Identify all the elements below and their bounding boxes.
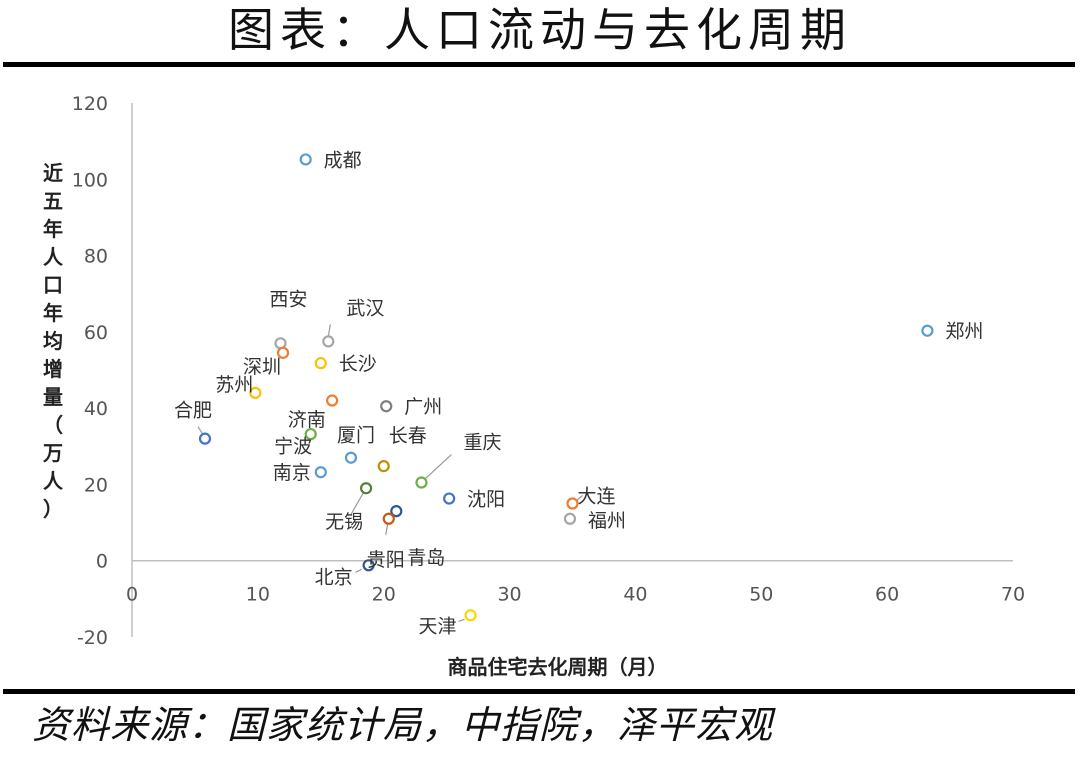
data-points bbox=[198, 153, 934, 622]
point-label: 大连 bbox=[578, 486, 616, 508]
y-tick-label: 60 bbox=[84, 322, 108, 344]
point-label: 长春 bbox=[389, 425, 427, 447]
data-point bbox=[382, 512, 395, 525]
data-point bbox=[359, 482, 373, 495]
x-tick-label: 60 bbox=[875, 584, 899, 606]
data-point bbox=[326, 394, 339, 407]
point-label: 宁波 bbox=[274, 436, 312, 458]
y-tick-label: 40 bbox=[84, 398, 108, 420]
point-label: 济南 bbox=[288, 409, 326, 431]
x-tick-label: 20 bbox=[372, 584, 396, 606]
point-label: 贵阳 bbox=[367, 549, 405, 571]
data-point bbox=[362, 559, 375, 572]
data-point bbox=[921, 324, 934, 337]
data-point bbox=[304, 427, 317, 441]
y-tick-label: 80 bbox=[84, 246, 108, 268]
y-tick-label: 0 bbox=[96, 551, 108, 573]
leader-line bbox=[355, 568, 362, 573]
data-point bbox=[249, 386, 262, 399]
data-point bbox=[344, 451, 358, 464]
leader-line bbox=[385, 523, 389, 535]
tick-labels: -20 0 20 40 60 80 100 120 0 10 20 30 40 50 60 70 bbox=[72, 93, 1025, 649]
x-tick-label: 0 bbox=[126, 584, 138, 606]
leader-line bbox=[458, 618, 465, 622]
point-label: 福州 bbox=[588, 510, 626, 532]
x-tick-label: 10 bbox=[246, 584, 270, 606]
leader-line bbox=[327, 324, 331, 337]
x-tick-label: 50 bbox=[749, 584, 773, 606]
point-label: 武汉 bbox=[346, 297, 384, 319]
leader-line bbox=[425, 454, 452, 479]
data-point bbox=[566, 497, 579, 510]
point-label: 沈阳 bbox=[467, 489, 505, 511]
data-point bbox=[314, 466, 327, 479]
data-point bbox=[415, 476, 428, 489]
point-label: 郑州 bbox=[945, 321, 983, 343]
point-label: 无锡 bbox=[325, 511, 363, 533]
bottom-rule bbox=[3, 689, 1075, 694]
point-label: 重庆 bbox=[463, 432, 501, 454]
y-axis-label: 近五年人口年均增量（万人） bbox=[42, 161, 64, 521]
data-point bbox=[443, 492, 456, 505]
data-point bbox=[314, 357, 327, 370]
x-tick-label: 40 bbox=[623, 584, 647, 606]
data-point bbox=[276, 346, 290, 359]
y-tick-label: 100 bbox=[72, 169, 108, 191]
point-label: 厦门 bbox=[337, 425, 375, 447]
axes bbox=[131, 103, 1013, 637]
data-point bbox=[464, 609, 477, 622]
data-point bbox=[274, 337, 287, 350]
chart-title: 图表：人口流动与去化周期 bbox=[228, 3, 852, 57]
x-tick-label: 30 bbox=[497, 584, 521, 606]
data-point bbox=[380, 400, 393, 413]
data-point bbox=[377, 460, 390, 473]
data-point bbox=[563, 512, 577, 525]
data-point bbox=[390, 505, 403, 518]
point-label: 深圳 bbox=[243, 356, 281, 378]
x-axis-label: 商品住宅去化周期（月） bbox=[448, 655, 668, 679]
source-note: 资料来源：国家统计局，中指院，泽平宏观 bbox=[32, 703, 774, 747]
point-label: 成都 bbox=[324, 149, 362, 171]
top-rule bbox=[3, 62, 1075, 67]
point-label: 天津 bbox=[419, 615, 457, 637]
point-label: 长沙 bbox=[339, 353, 377, 375]
data-point bbox=[198, 432, 212, 445]
point-label: 合肥 bbox=[174, 400, 212, 422]
y-tick-label: 120 bbox=[72, 93, 108, 115]
point-label: 苏州 bbox=[215, 374, 253, 396]
point-label: 南京 bbox=[273, 462, 311, 484]
leader-line bbox=[350, 492, 364, 515]
y-tick-label: -20 bbox=[77, 627, 108, 649]
point-label: 西安 bbox=[270, 288, 308, 310]
x-tick-label: 70 bbox=[1001, 584, 1025, 606]
y-tick-label: 20 bbox=[84, 474, 108, 496]
data-point bbox=[322, 335, 335, 348]
point-label: 北京 bbox=[315, 566, 353, 588]
point-label: 青岛 bbox=[407, 547, 445, 569]
data-point bbox=[299, 153, 312, 166]
point-label: 广州 bbox=[404, 396, 442, 418]
